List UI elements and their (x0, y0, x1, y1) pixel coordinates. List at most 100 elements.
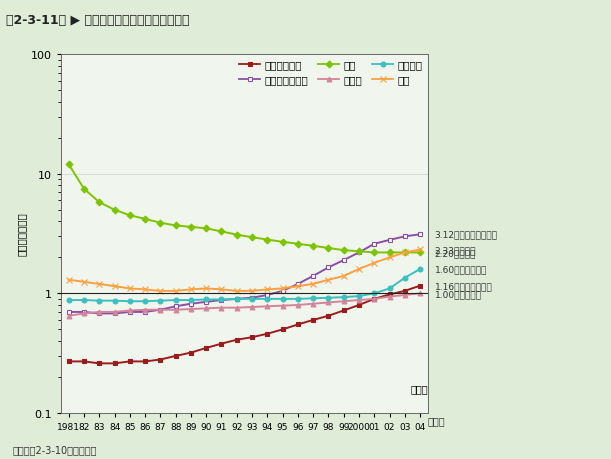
Line: フランス: フランス (67, 267, 422, 304)
米国 (417, 250, 424, 256)
米国 (248, 235, 255, 241)
Line: 日本（日銀）: 日本（日銀） (67, 284, 422, 366)
日本（総務省） (279, 288, 286, 294)
Legend: 日本（日銀）, 日本（総務省）, 米国, ドイツ, フランス, 英国: 日本（日銀）, 日本（総務省）, 米国, ドイツ, フランス, 英国 (239, 60, 422, 85)
日本（日銀） (248, 335, 255, 340)
英国 (202, 286, 210, 291)
日本（日銀） (111, 361, 119, 366)
フランス (202, 297, 210, 302)
英国 (141, 287, 148, 292)
米国 (80, 186, 87, 192)
英国 (126, 286, 133, 291)
日本（日銀） (340, 308, 347, 313)
英国 (417, 247, 424, 252)
ドイツ (233, 305, 240, 311)
日本（日銀） (355, 302, 362, 308)
米国 (156, 220, 164, 226)
日本（日銀） (156, 357, 164, 363)
日本（総務省） (294, 281, 301, 287)
フランス (233, 297, 240, 302)
米国 (65, 162, 72, 168)
英国 (156, 288, 164, 294)
日本（総務省） (324, 265, 332, 270)
日本（日銀） (386, 292, 393, 297)
英国 (95, 281, 103, 287)
フランス (65, 297, 72, 303)
米国 (264, 237, 271, 243)
日本（総務省） (309, 274, 316, 279)
日本（総務省） (202, 299, 210, 305)
日本（総務省） (111, 311, 119, 317)
フランス (417, 267, 424, 272)
フランス (340, 295, 347, 300)
日本（日銀） (126, 359, 133, 364)
米国 (172, 223, 179, 229)
米国 (401, 250, 408, 256)
日本（総務省） (355, 250, 362, 256)
ドイツ (80, 311, 87, 317)
フランス (386, 286, 393, 291)
フランス (279, 297, 286, 302)
米国 (386, 250, 393, 256)
日本（日銀） (370, 297, 378, 302)
英国 (279, 286, 286, 291)
日本（日銀） (233, 337, 240, 343)
日本（日銀） (264, 331, 271, 337)
ドイツ (309, 301, 316, 307)
日本（総務省） (417, 232, 424, 238)
日本（総務省） (126, 309, 133, 315)
米国 (370, 250, 378, 256)
フランス (95, 298, 103, 304)
日本（日銀） (202, 346, 210, 351)
Text: （年）: （年） (428, 415, 445, 425)
ドイツ (126, 308, 133, 313)
米国 (294, 241, 301, 247)
米国 (340, 248, 347, 253)
日本（日銀） (65, 359, 72, 364)
日本（総務省） (401, 234, 408, 240)
フランス (172, 297, 179, 303)
Text: 2.20（米国）: 2.20（米国） (434, 248, 476, 257)
日本（総務省） (218, 297, 225, 303)
Line: ドイツ: ドイツ (67, 291, 422, 319)
Text: 第2-3-11図 ▶ 主要国の技術貿易収支比の推移: 第2-3-11図 ▶ 主要国の技術貿易収支比の推移 (6, 14, 189, 27)
日本（総務省） (264, 292, 271, 298)
日本（総務省） (386, 238, 393, 243)
Text: 1.16（日本・日銀）: 1.16（日本・日銀） (434, 281, 492, 291)
フランス (370, 291, 378, 297)
Line: 米国: 米国 (67, 162, 422, 255)
英国 (401, 250, 408, 256)
Text: 2.33（英国）: 2.33（英国） (434, 246, 476, 254)
ドイツ (218, 305, 225, 311)
英国 (111, 284, 119, 289)
日本（総務省） (141, 309, 148, 315)
日本（総務省） (80, 309, 87, 315)
英国 (294, 284, 301, 289)
日本（総務省） (340, 258, 347, 263)
フランス (141, 299, 148, 304)
ドイツ (370, 297, 378, 302)
日本（日銀） (95, 361, 103, 366)
英国 (65, 277, 72, 283)
ドイツ (264, 304, 271, 309)
日本（日銀） (187, 350, 194, 356)
日本（日銀） (309, 318, 316, 323)
英国 (309, 281, 316, 287)
英国 (264, 287, 271, 292)
米国 (111, 207, 119, 213)
英国 (248, 288, 255, 294)
Text: 資料：第2-3-10図に同じ。: 資料：第2-3-10図に同じ。 (12, 444, 97, 454)
米国 (279, 240, 286, 245)
日本（日銀） (294, 322, 301, 328)
日本（日銀） (417, 283, 424, 289)
Line: 日本（総務省）: 日本（総務省） (67, 232, 422, 316)
米国 (355, 249, 362, 254)
ドイツ (111, 309, 119, 315)
フランス (218, 297, 225, 302)
ドイツ (417, 291, 424, 297)
米国 (309, 244, 316, 249)
日本（日銀） (279, 327, 286, 332)
英国 (324, 277, 332, 283)
日本（総務省） (172, 304, 179, 309)
ドイツ (65, 313, 72, 319)
